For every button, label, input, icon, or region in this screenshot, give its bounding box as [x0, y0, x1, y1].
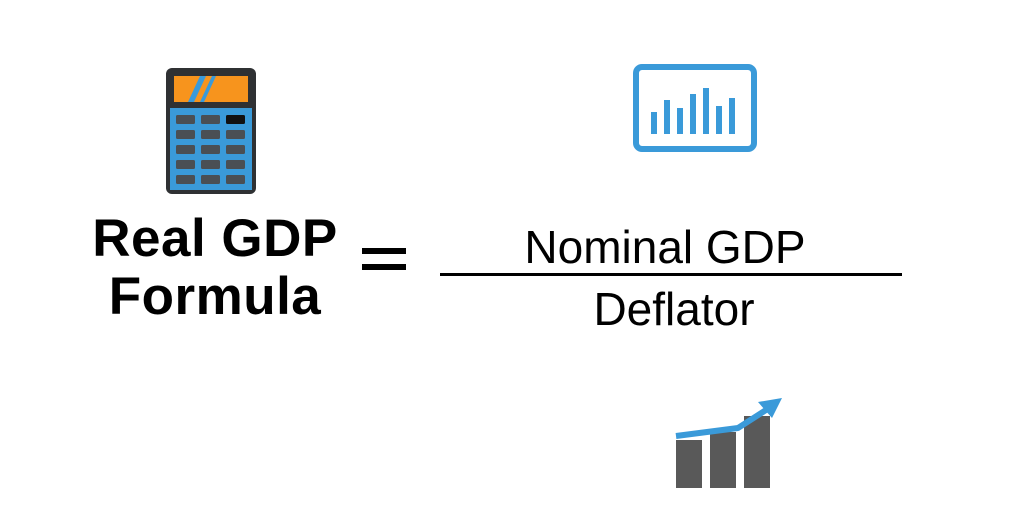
growth-chart-icon: [675, 398, 782, 488]
fraction-line: [440, 273, 902, 276]
equals-sign: [362, 238, 406, 278]
formula-title-line1: Real GDP: [92, 209, 338, 268]
numerator: Nominal GDP: [524, 221, 806, 273]
denominator: Deflator: [593, 283, 755, 335]
equals-bar-bottom: [362, 264, 406, 270]
formula-title: Real GDP Formula: [60, 210, 370, 326]
formula-title-line2: Formula: [108, 267, 322, 326]
bar-chart-monitor-icon: [633, 64, 757, 152]
calculator-icon: [166, 68, 256, 194]
equals-bar-top: [362, 248, 406, 254]
